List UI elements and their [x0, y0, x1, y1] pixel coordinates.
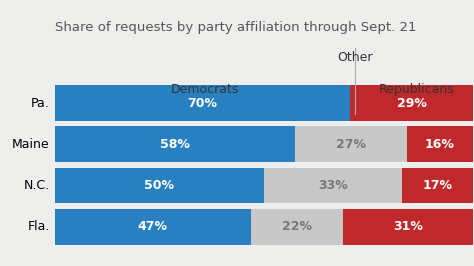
Text: N.C.: N.C. — [24, 179, 50, 192]
Text: 50%: 50% — [144, 179, 174, 192]
Text: Republicans: Republicans — [379, 83, 455, 96]
FancyBboxPatch shape — [55, 168, 264, 203]
Text: Other: Other — [337, 51, 373, 64]
FancyBboxPatch shape — [55, 126, 295, 162]
FancyBboxPatch shape — [350, 85, 473, 121]
FancyBboxPatch shape — [55, 209, 251, 245]
FancyBboxPatch shape — [295, 126, 407, 162]
Text: Share of requests by party affiliation through Sept. 21: Share of requests by party affiliation t… — [55, 21, 416, 34]
Text: 33%: 33% — [318, 179, 348, 192]
Text: 31%: 31% — [393, 220, 423, 233]
Text: 58%: 58% — [160, 138, 190, 151]
Text: Maine: Maine — [12, 138, 50, 151]
FancyBboxPatch shape — [55, 85, 350, 121]
Text: 22%: 22% — [282, 220, 312, 233]
FancyBboxPatch shape — [402, 168, 473, 203]
Text: Pa.: Pa. — [31, 97, 50, 110]
Text: Fla.: Fla. — [27, 220, 50, 233]
Text: 16%: 16% — [425, 138, 455, 151]
Text: 27%: 27% — [336, 138, 366, 151]
Text: 70%: 70% — [188, 97, 218, 110]
FancyBboxPatch shape — [251, 209, 343, 245]
Text: 17%: 17% — [422, 179, 453, 192]
FancyBboxPatch shape — [407, 126, 473, 162]
FancyBboxPatch shape — [343, 209, 473, 245]
Text: Democrats: Democrats — [171, 83, 239, 96]
FancyBboxPatch shape — [264, 168, 402, 203]
Text: 47%: 47% — [138, 220, 168, 233]
Text: 29%: 29% — [397, 97, 427, 110]
